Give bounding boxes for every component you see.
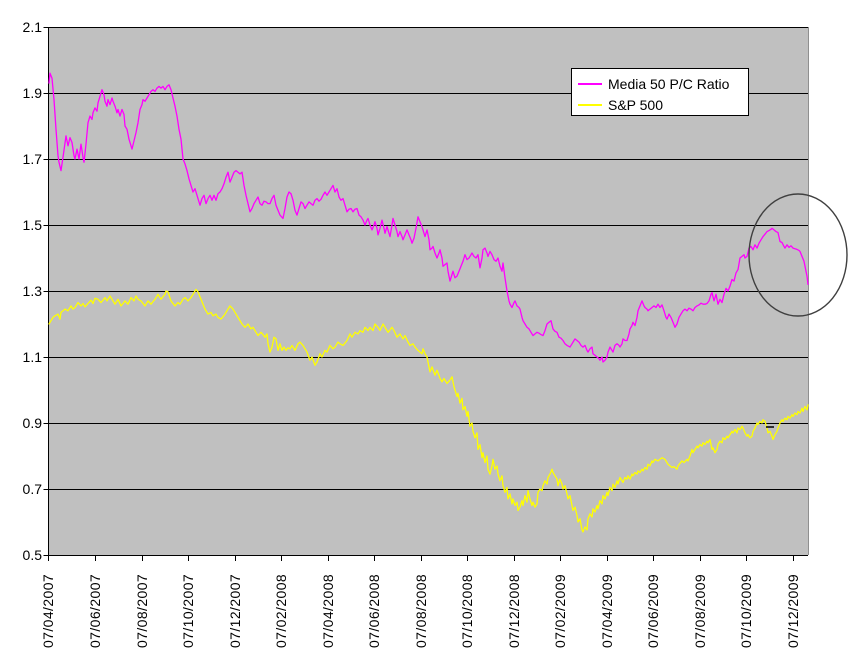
legend: Media 50 P/C Ratio S&P 500 xyxy=(571,68,749,116)
highlight-ellipse-annotation xyxy=(748,193,848,317)
y-axis-label: 2.1 xyxy=(22,18,42,35)
y-axis-label: 0.7 xyxy=(22,480,42,497)
series-line-media-50-pc-ratio xyxy=(48,72,809,363)
y-axis-label: 1.3 xyxy=(22,282,42,299)
legend-label-sp500: S&P 500 xyxy=(608,96,664,113)
y-axis-label: 0.5 xyxy=(22,546,42,563)
legend-line-sample-sp500-icon xyxy=(578,103,602,106)
legend-line-sample-media-icon xyxy=(578,82,602,85)
legend-item-sp500: S&P 500 xyxy=(572,94,748,115)
y-axis-label: 1.7 xyxy=(22,150,42,167)
y-axis-label: 1.1 xyxy=(22,348,42,365)
y-axis-label: 1.9 xyxy=(22,84,42,101)
legend-label-media: Media 50 P/C Ratio xyxy=(608,75,730,92)
y-axis-label: 1.5 xyxy=(22,216,42,233)
series-line-sp500 xyxy=(48,288,809,533)
y-axis-label: 0.9 xyxy=(22,414,42,431)
legend-item-media: Media 50 P/C Ratio xyxy=(572,73,748,94)
